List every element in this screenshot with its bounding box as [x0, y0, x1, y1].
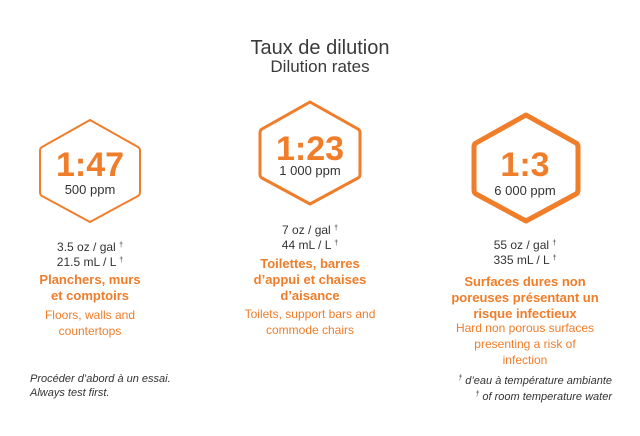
hexagon-icon [39, 119, 141, 223]
surface-label-fr: Surfaces dures non poreuses présentant un… [451, 274, 599, 321]
dose-imperial: 7 oz / gal † [282, 223, 338, 237]
title-block: Taux de dilution Dilution rates [0, 38, 640, 76]
dose-metric: 44 mL / L † [281, 238, 339, 252]
dilution-column-3: 1:3 6 000 ppm 55 oz / gal † 335 mL / L †… [425, 110, 625, 370]
dose-metric: 21.5 mL / L † [56, 255, 124, 269]
page-title-en: Dilution rates [270, 57, 370, 76]
dilution-column-2: 1:23 1 000 ppm 7 oz / gal † 44 mL / L † … [210, 98, 410, 348]
ppm-value: 500 ppm [64, 182, 116, 197]
water-temperature-note: † d’eau à température ambiante † of room… [390, 372, 612, 404]
dose-imperial: 3.5 oz / gal † [57, 240, 123, 254]
surface-label-fr: Toilettes, barres d’appui et chaises d’ais… [253, 256, 367, 303]
dilution-column-1: 1:47 500 ppm 3.5 oz / gal † 21.5 mL / L … [20, 112, 220, 342]
surface-label-en: Toilets, support bars and commode chairs [244, 307, 376, 337]
ppm-value: 1 000 ppm [279, 163, 341, 178]
ppm-value: 6 000 ppm [494, 183, 556, 198]
dose-metric: 335 mL / L † [493, 253, 557, 267]
hexagon-icon [471, 112, 581, 224]
hexagon-icon [258, 100, 362, 206]
note-left-fr: Procéder d’abord à un essai. [30, 373, 171, 385]
test-first-note: Procéder d’abord à un essai. Always test… [30, 372, 250, 400]
note-right-en: † of room temperature water [475, 391, 612, 403]
dilution-ratio: 1:23 [275, 130, 345, 168]
page-title-fr: Taux de dilution [250, 37, 390, 59]
dilution-ratio: 1:3 [500, 146, 550, 184]
dose-imperial: 55 oz / gal † [493, 238, 557, 252]
surface-label-fr: Planchers, murs et comptoirs [39, 272, 141, 303]
surface-label-en: Hard non porous surfaces presenting a ris… [455, 321, 595, 367]
surface-label-en: Floors, walls and countertops [44, 308, 136, 338]
note-left-en: Always test first. [30, 387, 110, 399]
dilution-ratio: 1:47 [55, 146, 125, 184]
note-right-fr: † d’eau à température ambiante [458, 375, 612, 387]
